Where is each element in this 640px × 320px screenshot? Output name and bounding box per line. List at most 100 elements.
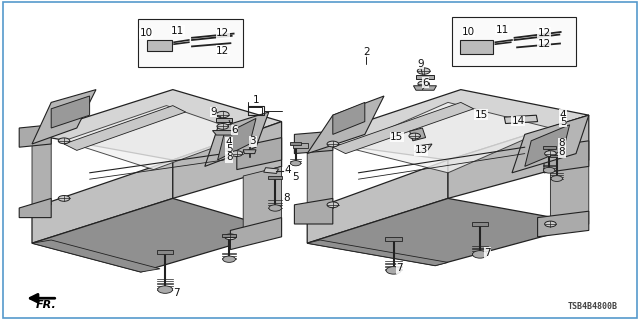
Text: TSB4B4800B: TSB4B4800B	[568, 302, 618, 311]
Circle shape	[409, 133, 420, 139]
Circle shape	[545, 221, 556, 227]
Polygon shape	[307, 141, 333, 211]
Polygon shape	[157, 250, 173, 254]
Circle shape	[216, 111, 229, 118]
Polygon shape	[460, 40, 493, 54]
Text: 10: 10	[462, 27, 475, 37]
Polygon shape	[550, 160, 589, 230]
Polygon shape	[32, 134, 51, 208]
Text: 5: 5	[292, 172, 299, 182]
Text: 3: 3	[250, 136, 256, 147]
Polygon shape	[415, 144, 432, 152]
Circle shape	[291, 161, 301, 166]
Text: 11: 11	[172, 26, 184, 36]
Polygon shape	[385, 237, 402, 241]
Circle shape	[545, 151, 556, 156]
Polygon shape	[32, 160, 173, 243]
Circle shape	[386, 267, 401, 274]
Polygon shape	[264, 168, 278, 173]
Polygon shape	[205, 112, 269, 166]
Text: 7: 7	[484, 248, 491, 258]
Polygon shape	[222, 234, 236, 237]
Text: 14: 14	[512, 116, 525, 126]
Polygon shape	[268, 176, 282, 179]
Circle shape	[472, 251, 488, 258]
Polygon shape	[294, 131, 333, 154]
Polygon shape	[32, 198, 282, 272]
Polygon shape	[410, 128, 426, 141]
Polygon shape	[543, 146, 556, 149]
Text: 10: 10	[140, 28, 152, 38]
Text: 8: 8	[559, 138, 565, 148]
Polygon shape	[544, 141, 589, 173]
Text: 11: 11	[496, 25, 509, 35]
Polygon shape	[307, 160, 448, 243]
Polygon shape	[51, 96, 90, 128]
Text: 13: 13	[415, 145, 428, 156]
Polygon shape	[333, 102, 474, 154]
Text: 8: 8	[284, 193, 290, 204]
Text: 12: 12	[538, 28, 550, 38]
Text: 4: 4	[285, 165, 291, 175]
Circle shape	[417, 68, 430, 74]
Polygon shape	[550, 155, 563, 157]
Circle shape	[493, 37, 505, 43]
Circle shape	[418, 81, 429, 87]
Polygon shape	[64, 106, 186, 150]
Polygon shape	[173, 122, 282, 198]
Bar	[293, 143, 308, 148]
Polygon shape	[525, 125, 570, 166]
Polygon shape	[294, 198, 333, 224]
Text: 2: 2	[363, 47, 369, 57]
Text: 7: 7	[396, 263, 403, 273]
Text: 4: 4	[226, 137, 232, 148]
Polygon shape	[212, 131, 236, 135]
Circle shape	[327, 202, 339, 208]
Polygon shape	[32, 240, 160, 272]
Polygon shape	[413, 86, 436, 90]
Circle shape	[543, 167, 555, 173]
Text: 12: 12	[216, 45, 229, 56]
Circle shape	[193, 43, 204, 48]
Polygon shape	[237, 138, 282, 170]
Polygon shape	[307, 90, 589, 160]
Polygon shape	[512, 115, 589, 173]
Text: 5: 5	[226, 144, 232, 154]
Text: 15: 15	[390, 132, 403, 142]
Text: 9: 9	[417, 59, 424, 69]
Circle shape	[551, 176, 563, 181]
Polygon shape	[307, 240, 448, 266]
Circle shape	[225, 234, 236, 240]
Polygon shape	[64, 106, 250, 170]
FancyBboxPatch shape	[3, 2, 637, 318]
Polygon shape	[19, 125, 51, 147]
Text: 15: 15	[475, 109, 488, 120]
Text: 12: 12	[538, 39, 550, 49]
Text: 9: 9	[211, 107, 217, 117]
Text: FR.: FR.	[36, 300, 56, 310]
Circle shape	[172, 37, 184, 43]
Text: 4: 4	[560, 109, 566, 120]
Polygon shape	[32, 90, 282, 160]
Polygon shape	[243, 166, 282, 240]
Circle shape	[217, 124, 228, 129]
Text: 12: 12	[216, 28, 229, 38]
Text: 6: 6	[422, 77, 429, 88]
Polygon shape	[216, 118, 232, 122]
Circle shape	[157, 286, 173, 293]
Polygon shape	[448, 115, 589, 198]
Text: 8: 8	[226, 152, 232, 163]
Polygon shape	[32, 90, 96, 144]
Polygon shape	[472, 222, 488, 226]
Circle shape	[231, 151, 243, 156]
Polygon shape	[333, 102, 365, 134]
Polygon shape	[307, 96, 384, 154]
Text: 5: 5	[560, 116, 566, 127]
Circle shape	[223, 256, 236, 262]
Polygon shape	[290, 142, 301, 145]
Circle shape	[269, 205, 282, 211]
Text: 1: 1	[253, 95, 259, 105]
Polygon shape	[138, 19, 243, 67]
Circle shape	[193, 34, 204, 40]
Text: 8: 8	[559, 147, 565, 157]
